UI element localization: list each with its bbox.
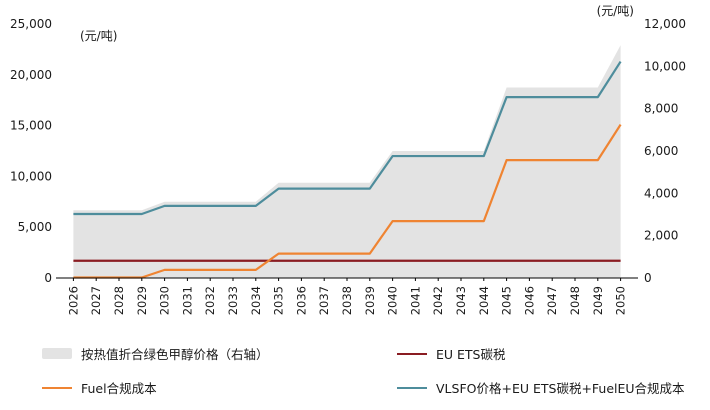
x-axis-tick-label: 2043 xyxy=(454,286,468,315)
right-axis-tick-label: 8,000 xyxy=(644,102,678,116)
legend-swatch-line xyxy=(42,386,72,389)
x-axis-tick-label: 2046 xyxy=(522,286,536,315)
left-axis-tick-label: 15,000 xyxy=(10,119,52,133)
series-line xyxy=(73,60,622,216)
x-axis-tick-label: 2031 xyxy=(180,286,194,315)
legend-label: EU ETS碳税 xyxy=(436,347,506,362)
chart-plot-area: 0 5,000 10,000 15,000 20,000 25,000 0 2,000 4,00… xyxy=(10,4,686,315)
legend-label: 按热值折合绿色甲醇价格（右轴） xyxy=(81,347,269,362)
legend-item: 按热值折合绿色甲醇价格（右轴） xyxy=(42,344,397,363)
right-axis-tick-label: 6,000 xyxy=(644,144,678,158)
left-axis-tick-label: 0 xyxy=(44,271,52,285)
left-axis-unit-label: (元/吨) xyxy=(80,29,117,43)
series-line xyxy=(73,123,622,279)
right-axis-tick-label: 4,000 xyxy=(644,186,678,200)
x-axis-tick-label: 2029 xyxy=(135,286,149,315)
x-axis-tick-label: 2050 xyxy=(614,286,628,315)
right-axis-tick-label: 2,000 xyxy=(644,229,678,243)
x-axis-tick-label: 2027 xyxy=(89,286,103,315)
x-axis-tick-label: 2041 xyxy=(408,286,422,315)
x-axis-tick-label: 2028 xyxy=(112,286,126,315)
x-axis-tick-label: 2039 xyxy=(363,286,377,315)
x-axis-tick-label: 2042 xyxy=(431,286,445,315)
x-axis-tick-label: 2038 xyxy=(340,286,354,315)
legend-label: Fuel合规成本 xyxy=(81,381,157,396)
x-axis-tick-label: 2034 xyxy=(249,286,263,315)
left-axis-tick-label: 25,000 xyxy=(10,17,52,31)
left-axis-tick-label: 20,000 xyxy=(10,68,52,82)
x-axis-tick-label: 2044 xyxy=(477,286,491,315)
x-axis-tick-label: 2035 xyxy=(272,286,286,315)
x-axis-tick-label: 2030 xyxy=(158,286,172,315)
x-axis-tick-label: 2032 xyxy=(203,286,217,315)
legend-swatch-line xyxy=(397,352,427,355)
x-axis-tick-label: 2033 xyxy=(226,286,240,315)
right-axis-unit-label: (元/吨) xyxy=(597,4,634,18)
legend-item: EU ETS碳税 xyxy=(397,344,704,363)
x-axis-tick-label: 2047 xyxy=(545,286,559,315)
right-axis-tick-label: 0 xyxy=(644,271,652,285)
legend-item: VLSFO价格+EU ETS碳税+FuelEU合规成本 xyxy=(397,378,704,397)
x-axis-tick-label: 2045 xyxy=(500,286,514,315)
legend-swatch-area xyxy=(42,348,72,359)
right-axis-tick-label: 12,000 xyxy=(644,17,686,31)
x-axis-tick-label: 2049 xyxy=(591,286,605,315)
x-axis-tick-label: 2040 xyxy=(386,286,400,315)
series-area xyxy=(73,45,621,278)
left-axis-tick-label: 10,000 xyxy=(10,169,52,183)
chart-canvas: 0 5,000 10,000 15,000 20,000 25,000 0 2,000 4,00… xyxy=(10,4,686,315)
right-axis-tick-label: 10,000 xyxy=(644,59,686,73)
x-axis-tick-label: 2048 xyxy=(568,286,582,315)
chart-legend: 按热值折合绿色甲醇价格（右轴） EU ETS碳税 Fuel合规成本 VLSFO价格+E… xyxy=(0,332,710,397)
legend-item: Fuel合规成本 xyxy=(42,378,397,397)
left-axis-tick-label: 5,000 xyxy=(18,220,52,234)
x-axis-tick-label: 2036 xyxy=(294,286,308,315)
legend-swatch-line xyxy=(397,386,427,389)
x-axis-tick-label: 2037 xyxy=(317,286,331,315)
x-axis-tick-label: 2026 xyxy=(66,286,80,315)
legend-label: VLSFO价格+EU ETS碳税+FuelEU合规成本 xyxy=(436,381,685,396)
